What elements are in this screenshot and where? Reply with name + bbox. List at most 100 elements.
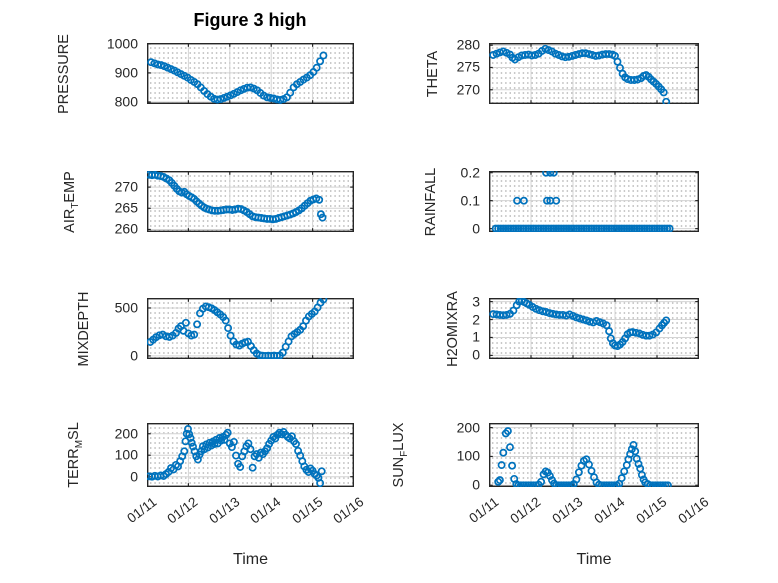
data-point-marker	[273, 351, 281, 359]
y-axis-label-part: LUX	[391, 422, 408, 451]
data-point-marker	[595, 51, 603, 60]
data-point-marker	[659, 88, 668, 97]
data-point-marker	[522, 224, 530, 232]
data-point-marker	[554, 224, 563, 232]
data-point-marker	[575, 314, 584, 323]
data-point-marker	[663, 224, 672, 232]
data-point-marker	[569, 224, 578, 232]
data-point-marker	[514, 481, 523, 487]
y-axis-tick-label: 0	[130, 347, 138, 364]
data-point-marker	[224, 324, 233, 333]
y-axis-label-part: EMP	[62, 170, 79, 203]
axes-box	[489, 43, 699, 104]
data-point-marker	[658, 481, 667, 487]
data-point-marker	[605, 327, 614, 336]
chart-svg-pressure	[147, 43, 354, 104]
data-point-marker	[519, 481, 528, 487]
data-point-marker	[223, 428, 232, 437]
figure-title: Figure 3 high	[193, 10, 307, 30]
data-point-marker	[549, 171, 558, 177]
data-point-marker	[574, 224, 583, 232]
data-point-marker	[508, 461, 517, 470]
y-axis-label-theta: THETA	[424, 50, 441, 97]
data-point-marker	[559, 224, 568, 232]
data-point-marker	[226, 331, 235, 340]
data-point-marker	[653, 481, 662, 487]
data-point-marker	[312, 63, 321, 72]
data-point-marker	[567, 224, 576, 232]
data-point-marker	[597, 481, 606, 487]
data-point-marker	[640, 224, 649, 232]
data-point-marker	[630, 76, 639, 84]
data-point-marker	[612, 224, 621, 232]
data-point-marker	[524, 224, 533, 232]
y-axis-tick-label: 500	[114, 299, 138, 316]
data-point-marker	[642, 224, 651, 232]
data-point-marker	[319, 298, 328, 304]
axes-box	[489, 423, 699, 487]
data-point-marker	[653, 224, 661, 232]
data-point-marker	[600, 481, 609, 487]
subplot-theta: 270 275 280 THETA	[425, 38, 699, 104]
data-point-marker	[585, 460, 593, 469]
data-point-marker	[628, 328, 637, 337]
data-point-marker	[564, 224, 573, 232]
axes-box	[147, 423, 354, 487]
data-point-marker	[610, 224, 619, 232]
y-axis-label-part: M	[73, 439, 85, 449]
y-axis-tick-label: 100	[114, 446, 138, 463]
data-point-marker	[646, 481, 655, 487]
data-point-marker	[534, 224, 543, 232]
y-axis-tick-label: 200	[114, 425, 138, 442]
subplot-pressure: 800 900 1000 PRESSURE	[56, 34, 354, 113]
data-point-marker	[572, 475, 581, 484]
y-axis-tick-label: 260	[114, 221, 138, 238]
data-point-marker	[662, 97, 671, 104]
data-point-marker	[637, 470, 646, 479]
y-axis-tick-label: 1	[472, 329, 480, 346]
data-point-marker	[263, 444, 272, 453]
data-point-marker	[562, 224, 571, 232]
chart-svg-sunflux	[489, 423, 699, 487]
data-point-marker	[187, 438, 196, 447]
data-point-marker	[319, 51, 328, 60]
data-point-marker	[522, 481, 530, 487]
y-axis-label-mixdepth: MIXDEPTH	[76, 291, 92, 366]
data-point-marker	[503, 427, 512, 436]
data-point-marker	[286, 88, 295, 97]
y-axis-label-part: AIR	[62, 208, 79, 233]
y-axis-tick-label: 270	[456, 81, 480, 98]
data-point-marker	[658, 224, 666, 232]
data-point-marker	[648, 481, 657, 487]
y-axis-label-part: THETA	[424, 50, 441, 97]
y-axis-tick-label: 200	[456, 419, 480, 436]
y-axis-tick-label: 2	[472, 311, 480, 328]
data-point-marker	[494, 477, 503, 486]
data-point-marker	[495, 476, 504, 485]
data-point-marker	[574, 468, 583, 477]
chart-svg-h2omixra	[489, 298, 699, 359]
data-point-marker	[632, 328, 640, 337]
y-axis-tick-label: 800	[114, 93, 138, 110]
data-point-marker	[190, 330, 199, 339]
data-point-marker	[189, 442, 197, 451]
y-axis-tick-label: 0	[472, 347, 480, 364]
y-axis-label-rainfall: RAINFALL	[423, 167, 439, 236]
data-point-marker	[210, 440, 219, 448]
data-point-marker	[627, 224, 636, 232]
data-point-marker	[620, 467, 629, 476]
y-axis-tick-label: 275	[456, 59, 480, 76]
data-point-marker	[622, 224, 631, 232]
axes-box	[147, 298, 354, 359]
data-point-marker	[538, 307, 547, 316]
y-axis-label-airtemp: AIRTEMP	[62, 170, 81, 233]
data-point-marker	[587, 224, 596, 232]
data-point-marker	[516, 481, 525, 487]
data-point-marker	[193, 320, 202, 329]
data-point-marker	[185, 430, 194, 439]
x-axis-label-left: Time	[233, 551, 268, 568]
y-axis-tick-label: 0.2	[460, 164, 480, 181]
y-axis-tick-label: 0.1	[460, 192, 480, 209]
axes-box	[147, 43, 354, 104]
chart-svg-airtemp	[147, 171, 354, 232]
